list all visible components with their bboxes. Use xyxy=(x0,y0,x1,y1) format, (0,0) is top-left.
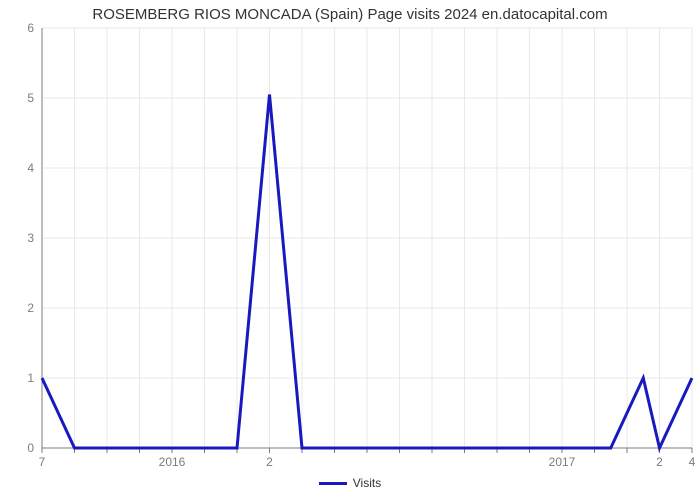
svg-text:2: 2 xyxy=(266,455,273,469)
svg-text:2: 2 xyxy=(656,455,663,469)
svg-text:6: 6 xyxy=(27,21,34,35)
svg-text:2: 2 xyxy=(27,301,34,315)
svg-text:0: 0 xyxy=(27,441,34,455)
svg-text:2016: 2016 xyxy=(159,455,186,469)
svg-text:5: 5 xyxy=(27,91,34,105)
svg-text:1: 1 xyxy=(27,371,34,385)
svg-text:7: 7 xyxy=(39,455,46,469)
chart-legend: Visits xyxy=(0,476,700,490)
svg-text:4: 4 xyxy=(27,161,34,175)
svg-text:2017: 2017 xyxy=(549,455,576,469)
svg-text:4: 4 xyxy=(689,455,696,469)
svg-text:3: 3 xyxy=(27,231,34,245)
chart-plot: 0 1 2 3 4 5 6 7 2016 2 2017 2 4 xyxy=(0,0,700,500)
legend-swatch xyxy=(319,482,347,485)
legend-label: Visits xyxy=(353,476,381,490)
